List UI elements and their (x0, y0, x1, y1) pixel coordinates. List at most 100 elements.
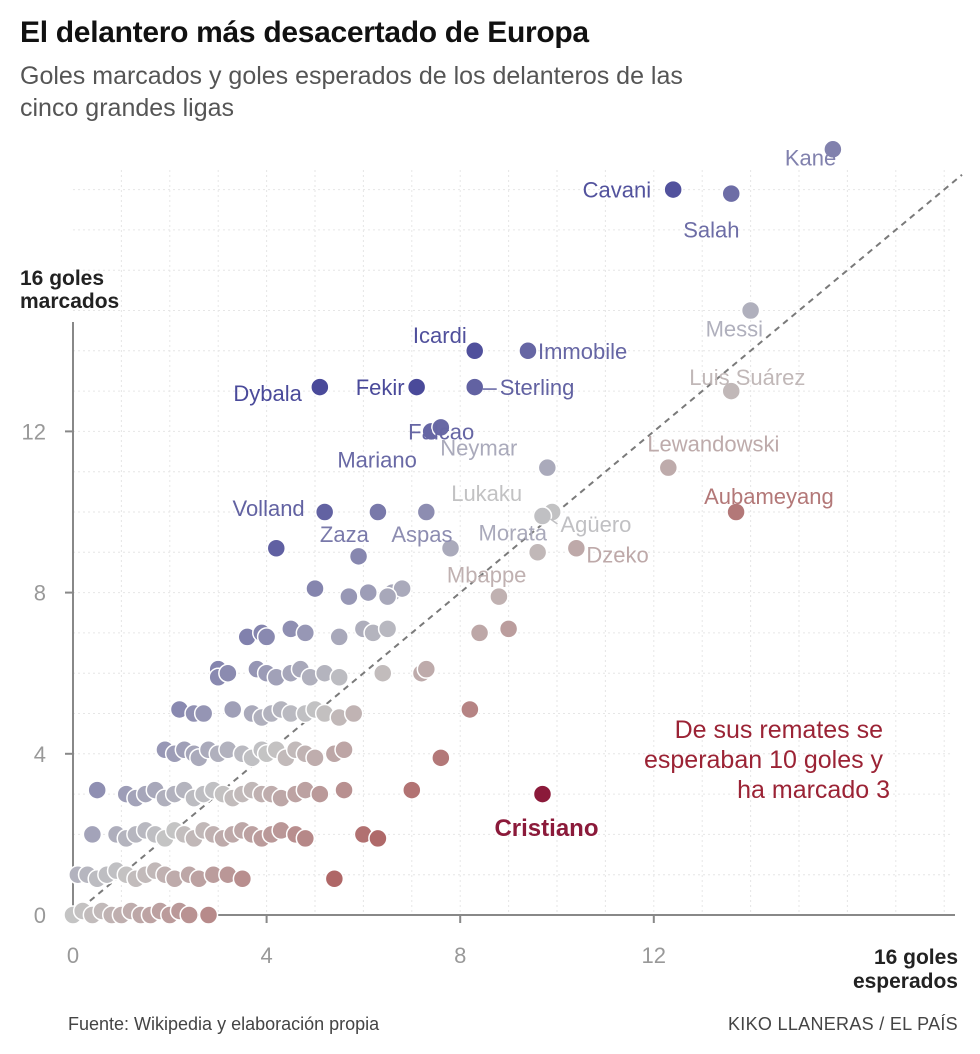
player-point-kane (823, 139, 843, 160)
player-point (358, 582, 378, 603)
player-point-salah (721, 183, 741, 204)
axis-ticks: 0 4 8 12 0 4 8 12 (22, 419, 667, 968)
player-point-immobile (518, 341, 538, 361)
player-point (460, 699, 480, 720)
y-axis-label-2: marcados (20, 290, 119, 313)
point-label-fekir: Fekir (356, 375, 405, 400)
player-point (377, 586, 398, 607)
annotation: De sus remates se esperaban 10 goles y h… (644, 716, 890, 804)
chart-title: El delantero más desacertado de Europa (20, 16, 589, 49)
player-point (402, 780, 422, 800)
player-point-luis-suárez (721, 381, 741, 401)
player-point (295, 623, 316, 643)
player-point-aspas (416, 502, 437, 522)
y-tick-label: 0 (34, 903, 46, 928)
player-point (82, 824, 103, 845)
player-point-cavani (663, 179, 683, 200)
point-label-aspas: Aspas (391, 522, 452, 547)
y-tick-label: 8 (34, 581, 46, 606)
annotation-line: ha marcado 3 (737, 776, 890, 804)
point-label-cavani: Cavani (583, 178, 651, 203)
x-tick-label: 12 (642, 943, 666, 968)
annotation-line: esperaban 10 goles y (644, 746, 884, 774)
player-point (334, 780, 354, 800)
player-point-zaza (368, 502, 388, 522)
point-label-agüero: Agüero (560, 512, 631, 537)
y-tick-label: 4 (34, 742, 46, 767)
player-point (198, 905, 219, 925)
x-axis-label: 16 goles (874, 946, 958, 969)
player-point-sterling (464, 377, 485, 397)
player-point-messi (740, 300, 761, 321)
player-point (256, 627, 277, 647)
player-point-morata (440, 538, 461, 559)
player-point-agüero (532, 506, 553, 526)
player-point (373, 663, 393, 683)
player-point (343, 703, 364, 724)
player-point (266, 538, 287, 559)
point-labels: Kane Cavani Salah Messi Icardi Immobile Luis S… (232, 145, 836, 842)
data-points (63, 139, 843, 925)
y-axis-label: 16 goles (20, 267, 104, 290)
player-point (218, 663, 238, 683)
point-label-sterling: Sterling (500, 375, 575, 400)
point-label-neymar: Neymar (440, 436, 517, 461)
y-tick-label: 12 (22, 419, 46, 444)
point-label-kane: Kane (785, 145, 836, 170)
point-label-volland: Volland (232, 496, 304, 521)
point-label-lewandowski: Lewandowski (647, 432, 779, 457)
player-point-lewandowski (658, 457, 679, 478)
x-tick-label: 8 (454, 943, 466, 968)
player-point (179, 905, 199, 925)
player-point (469, 623, 490, 643)
player-point (232, 868, 253, 889)
point-label-immobile: Immobile (538, 339, 627, 364)
player-point (339, 586, 359, 607)
player-point (431, 748, 451, 768)
player-point-neymar (537, 457, 558, 478)
player-point (348, 546, 369, 567)
player-point-fekir (406, 377, 427, 397)
x-axis-label-2: esperados (853, 970, 958, 993)
point-label-dybala: Dybala (233, 381, 302, 406)
point-label-lukaku: Lukaku (451, 481, 522, 506)
player-point-aubameyang (726, 502, 746, 522)
point-label-mariano: Mariano (337, 447, 416, 472)
player-point-volland (314, 502, 335, 522)
player-point (295, 828, 316, 849)
point-label-messi: Messi (706, 317, 763, 342)
player-point (368, 828, 388, 849)
chart-subtitle: Goles marcados y goles esperados de los … (20, 62, 683, 122)
player-point-cristiano (532, 784, 553, 804)
point-label-mbappe: Mbappe (447, 563, 527, 588)
player-point (334, 740, 354, 760)
player-point (392, 578, 412, 599)
point-label-luis-suárez: Luis Suárez (689, 365, 805, 390)
point-label-cristiano: Cristiano (494, 815, 598, 842)
player-point (527, 542, 548, 563)
label-leader-line (550, 518, 558, 525)
x-tick-label: 4 (260, 943, 272, 968)
player-point (329, 627, 349, 647)
x-tick-label: 0 (67, 943, 79, 968)
annotation-line: De sus remates se (675, 716, 883, 744)
point-label-aubameyang: Aubameyang (704, 484, 834, 509)
point-label-morata: Morata (479, 520, 548, 545)
player-point (498, 619, 519, 639)
player-point-dzeko (566, 538, 587, 559)
player-point (416, 659, 437, 679)
player-point (324, 868, 345, 889)
point-label-salah: Salah (683, 218, 739, 243)
point-label-dzeko: Dzeko (586, 542, 648, 567)
player-point (310, 784, 330, 804)
source-note: Fuente: Wikipedia y elaboración propia (68, 1014, 380, 1034)
credit: KIKO LLANERAS / EL PAÍS (728, 1014, 958, 1034)
player-point (329, 667, 349, 687)
point-label-zaza: Zaza (320, 522, 370, 547)
player-point (305, 578, 325, 599)
player-point-icardi (464, 341, 485, 361)
point-label-falcao: Falcao (408, 419, 474, 444)
player-point (87, 780, 107, 800)
player-point (222, 699, 243, 720)
